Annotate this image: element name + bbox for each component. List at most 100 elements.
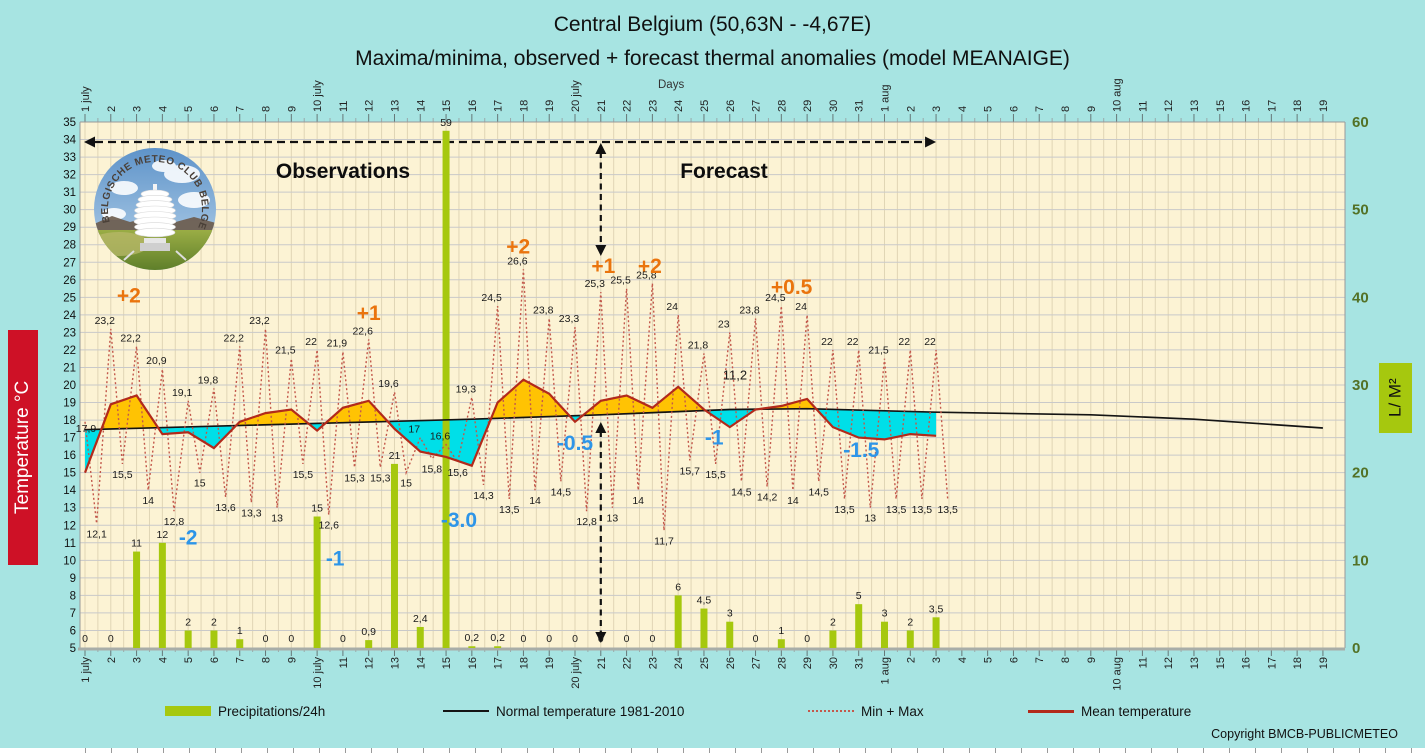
svg-text:19: 19: [63, 398, 76, 410]
svg-text:-2: -2: [179, 527, 198, 550]
svg-text:9: 9: [286, 657, 298, 663]
svg-text:-0.5: -0.5: [557, 432, 594, 455]
svg-text:6: 6: [209, 106, 221, 112]
svg-text:+0.5: +0.5: [771, 276, 813, 299]
svg-text:13: 13: [864, 513, 876, 525]
svg-text:0: 0: [598, 633, 604, 645]
svg-text:2: 2: [106, 106, 118, 112]
svg-text:5: 5: [856, 590, 862, 602]
right-axis-label: L/ M²: [1379, 363, 1412, 433]
svg-text:20 july: 20 july: [570, 80, 582, 112]
svg-text:13,5: 13,5: [937, 504, 958, 516]
svg-text:22,2: 22,2: [224, 332, 245, 344]
svg-text:24: 24: [666, 301, 678, 313]
svg-text:0: 0: [1352, 640, 1360, 657]
minmax-dotted-swatch-icon: [808, 710, 854, 712]
svg-text:23: 23: [63, 327, 76, 339]
svg-text:30: 30: [63, 205, 76, 217]
svg-text:22: 22: [63, 345, 76, 357]
svg-text:14: 14: [415, 657, 427, 669]
svg-text:1 july: 1 july: [80, 86, 92, 112]
svg-text:4: 4: [957, 657, 969, 663]
svg-text:13,3: 13,3: [241, 507, 262, 519]
svg-text:29: 29: [802, 657, 814, 669]
svg-text:7: 7: [235, 657, 247, 663]
svg-text:21: 21: [63, 362, 76, 374]
svg-text:29: 29: [63, 222, 76, 234]
svg-text:15: 15: [400, 478, 412, 490]
svg-text:18: 18: [518, 100, 530, 112]
svg-text:20: 20: [1352, 465, 1369, 482]
svg-text:13,5: 13,5: [886, 504, 907, 516]
svg-text:3: 3: [931, 106, 943, 112]
svg-text:15,3: 15,3: [344, 472, 365, 484]
svg-text:5: 5: [983, 657, 995, 663]
svg-text:5: 5: [983, 106, 995, 112]
svg-text:0: 0: [649, 633, 655, 645]
svg-text:15: 15: [63, 468, 76, 480]
copyright: Copyright BMCB-PUBLICMETEO: [1211, 727, 1398, 741]
svg-text:30: 30: [1352, 377, 1369, 394]
svg-text:14,3: 14,3: [473, 490, 494, 502]
forecast-label: Forecast: [680, 160, 768, 183]
chart-title: Central Belgium (50,63N - -4,67E): [553, 13, 872, 36]
svg-text:0: 0: [263, 633, 269, 645]
svg-text:20,9: 20,9: [146, 355, 167, 367]
svg-text:1 july: 1 july: [80, 657, 92, 683]
svg-text:19: 19: [1318, 657, 1330, 669]
svg-text:34: 34: [63, 135, 76, 147]
svg-text:22: 22: [898, 336, 910, 348]
svg-text:3: 3: [727, 608, 733, 620]
svg-text:9: 9: [286, 106, 298, 112]
svg-text:26: 26: [63, 275, 76, 287]
svg-text:8: 8: [261, 106, 273, 112]
svg-text:2: 2: [907, 616, 913, 628]
svg-text:0,2: 0,2: [465, 632, 480, 644]
svg-text:0: 0: [572, 633, 578, 645]
svg-text:24: 24: [63, 310, 76, 322]
svg-text:27: 27: [63, 257, 76, 269]
svg-text:14,5: 14,5: [809, 486, 830, 498]
svg-text:0: 0: [521, 633, 527, 645]
svg-text:0: 0: [753, 633, 759, 645]
svg-text:9: 9: [1086, 106, 1098, 112]
svg-text:3,5: 3,5: [929, 603, 944, 615]
left-axis-label: Temperature °C: [8, 330, 38, 565]
svg-text:22: 22: [305, 336, 317, 348]
svg-text:18: 18: [63, 415, 76, 427]
svg-text:12: 12: [157, 529, 169, 541]
svg-text:23,3: 23,3: [559, 313, 580, 325]
svg-text:12: 12: [63, 520, 76, 532]
svg-text:2,4: 2,4: [413, 613, 428, 625]
svg-text:-3.0: -3.0: [441, 509, 477, 532]
svg-text:15: 15: [1215, 100, 1227, 112]
svg-text:17: 17: [408, 424, 420, 436]
svg-text:3: 3: [132, 106, 144, 112]
svg-text:5: 5: [183, 106, 195, 112]
svg-text:15,5: 15,5: [293, 469, 314, 481]
svg-text:+1: +1: [357, 302, 381, 325]
svg-text:15: 15: [1215, 657, 1227, 669]
svg-text:16: 16: [467, 100, 479, 112]
svg-text:22: 22: [847, 336, 859, 348]
svg-text:11: 11: [338, 101, 350, 112]
svg-text:8: 8: [1060, 106, 1072, 112]
svg-text:13: 13: [607, 513, 619, 525]
svg-text:16: 16: [467, 657, 479, 669]
svg-text:16: 16: [1241, 657, 1253, 669]
svg-text:25: 25: [699, 100, 711, 112]
svg-text:25,8: 25,8: [636, 269, 657, 281]
mean-line-swatch-icon: [1028, 709, 1074, 713]
svg-text:10: 10: [63, 555, 76, 567]
svg-text:23,2: 23,2: [249, 315, 270, 327]
svg-text:23,8: 23,8: [739, 304, 760, 316]
top-axis-title: Days: [658, 79, 685, 91]
legend-label-mean-temperature: Mean temperature: [1081, 703, 1192, 719]
svg-text:22,6: 22,6: [352, 325, 373, 337]
svg-text:2: 2: [106, 657, 118, 663]
svg-text:16: 16: [1241, 100, 1253, 112]
logo-clouds: [102, 160, 210, 220]
svg-text:2: 2: [905, 106, 917, 112]
svg-text:12: 12: [1163, 657, 1175, 669]
svg-text:8: 8: [70, 590, 76, 602]
